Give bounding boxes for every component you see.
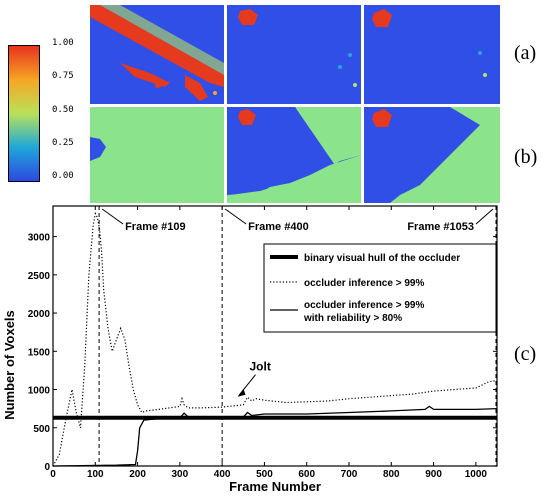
heatmap-a1: [90, 5, 224, 104]
heatmap-grid: [90, 5, 500, 203]
x-tick-label: 500: [256, 469, 273, 480]
x-tick-label: 400: [214, 469, 231, 480]
y-tick-label: 2500: [28, 271, 51, 282]
frame-marker-label: Frame #400: [248, 221, 309, 233]
x-axis-label: Frame Number: [229, 479, 321, 494]
x-tick-label: 200: [129, 469, 146, 480]
colorbar-tick: 0.50: [52, 105, 74, 115]
x-tick-label: 800: [383, 469, 400, 480]
colorbar-tick: 0.25: [52, 138, 74, 148]
x-tick-label: 900: [425, 469, 442, 480]
x-tick-label: 1000: [465, 469, 488, 480]
heatmap-a3: [364, 5, 500, 104]
heatmap-b2: [227, 107, 361, 203]
frame-marker-label: Frame #1053: [407, 221, 474, 233]
colorbar-tick: 0.75: [52, 71, 74, 81]
series-line: [52, 211, 498, 467]
y-tick-label: 0: [44, 462, 50, 473]
heatmap-a2: [227, 5, 361, 104]
legend-entry: with reliability > 80%: [303, 313, 402, 324]
x-tick-label: 600: [298, 469, 315, 480]
colorbar-tick: 1.00: [52, 38, 74, 48]
y-tick-label: 500: [33, 424, 50, 435]
legend: binary visual hull of the occluder occlud…: [263, 243, 497, 333]
frame-marker-arrow: [224, 208, 247, 225]
panel-label-a: (a): [514, 42, 537, 64]
y-axis-label: Number of Voxels: [2, 310, 17, 420]
x-tick-label: 100: [87, 469, 104, 480]
y-tick-label: 3000: [28, 233, 51, 244]
heatmap-b1: [90, 107, 224, 203]
frame-marker-arrow: [101, 208, 124, 225]
heatmap-b3: [364, 107, 500, 203]
colorbar: [8, 45, 40, 182]
y-tick-label: 1000: [28, 386, 51, 397]
legend-entry: occluder inference > 99%: [304, 300, 424, 311]
series-line: [52, 405, 498, 467]
voxel-chart: 0 100 200 300 400 500 600 700 800 900 1000 0 500 1000…: [2, 205, 498, 494]
frame-marker-label: Frame #109: [125, 221, 186, 233]
x-tick-label: 700: [341, 469, 358, 480]
jolt-annotation: Jolt: [250, 360, 271, 374]
jolt-arrowhead: [237, 388, 246, 397]
y-tick-label: 1500: [28, 347, 51, 358]
colorbar-ticks: 1.00 0.75 0.50 0.25 0.00: [40, 38, 84, 186]
legend-entry: occluder inference > 99%: [304, 278, 424, 289]
x-tick-label: 300: [172, 469, 189, 480]
frame-marker-arrow: [475, 208, 494, 225]
x-tick-label: 0: [50, 469, 56, 480]
axis-ticks: 0 100 200 300 400 500 600 700 800 900 1000 0 500 1000…: [28, 206, 497, 480]
panel-label-b: (b): [514, 146, 538, 168]
colorbar-tick: 0.00: [52, 171, 74, 181]
frame-markers: Frame #109 Frame #400 Frame #1053: [98, 206, 497, 466]
legend-box: [263, 243, 497, 333]
panel-label-c: (c): [514, 343, 537, 365]
y-tick-label: 2000: [28, 309, 51, 320]
legend-entry: binary visual hull of the occluder: [304, 253, 460, 264]
series-group: Jolt: [52, 211, 498, 467]
